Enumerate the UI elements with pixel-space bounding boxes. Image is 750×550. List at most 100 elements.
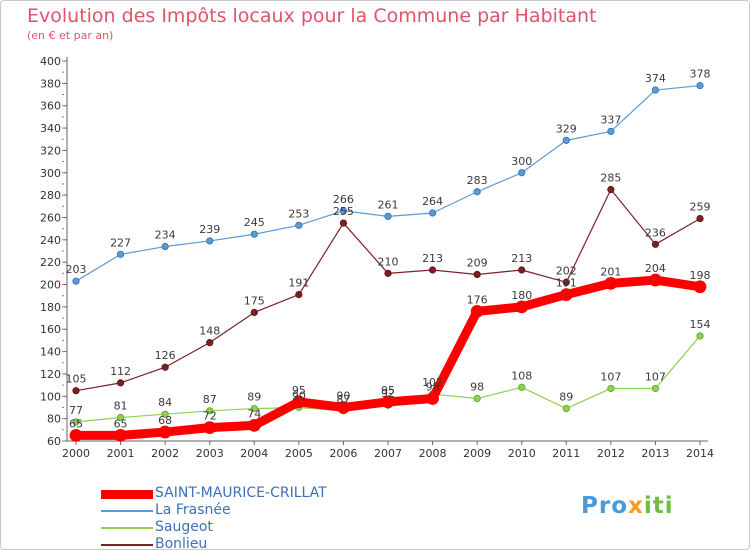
data-point-saugeot (206, 407, 214, 415)
data-point-saint-maurice-crillat (69, 429, 83, 442)
data-point-saint-maurice-crillat (158, 425, 172, 439)
data-label-saugeot: 89 (559, 391, 573, 404)
data-point-la-frasn-e (206, 237, 214, 245)
data-point-saugeot (161, 410, 169, 418)
data-label-bonlieu: 202 (556, 264, 577, 277)
data-point-bonlieu (651, 240, 660, 248)
x-tick-label: 2012 (597, 447, 625, 460)
data-label-la-frasn-e: 261 (378, 198, 399, 211)
chart-subtitle: (en € et par an) (27, 29, 114, 42)
data-point-bonlieu (384, 269, 392, 277)
data-label-saint-maurice-crillat: 201 (600, 265, 621, 278)
data-label-bonlieu: 209 (467, 256, 488, 269)
data-point-bonlieu (339, 219, 348, 227)
data-label-saugeot: 154 (690, 318, 711, 331)
data-label-saugeot: 81 (114, 400, 128, 413)
data-point-saint-maurice-crillat (515, 300, 529, 314)
data-point-saint-maurice-crillat (292, 395, 306, 409)
data-point-la-frasn-e (651, 86, 660, 94)
x-tick-label: 2010 (508, 447, 536, 460)
data-point-la-frasn-e (607, 127, 615, 136)
data-label-bonlieu: 148 (199, 325, 220, 338)
y-tick-label: 100 (40, 390, 61, 403)
x-tick-label: 2008 (419, 447, 447, 460)
data-point-bonlieu (562, 278, 570, 286)
x-tick-label: 2003 (196, 447, 224, 460)
legend-label: La Frasnée (155, 502, 231, 518)
data-label-saugeot: 107 (600, 370, 621, 383)
data-label-saugeot: 89 (247, 391, 261, 404)
data-label-la-frasn-e: 329 (556, 122, 577, 135)
y-tick-label: 320 (40, 144, 61, 157)
data-point-saint-maurice-crillat (381, 395, 395, 409)
proxiti-logo: Proxiti (581, 493, 674, 519)
x-tick-label: 2005 (285, 447, 313, 460)
legend-label: Saugeot (155, 519, 213, 535)
legend-label: Bonlieu (155, 536, 208, 550)
x-tick-label: 2004 (240, 447, 268, 460)
data-point-la-frasn-e (339, 207, 348, 215)
data-label-la-frasn-e: 234 (155, 229, 176, 242)
data-label-la-frasn-e: 264 (422, 195, 443, 208)
data-point-la-frasn-e (72, 277, 80, 285)
data-label-bonlieu: 213 (511, 252, 532, 265)
data-point-la-frasn-e (295, 221, 303, 229)
data-point-bonlieu (518, 266, 526, 274)
data-label-bonlieu: 213 (422, 252, 443, 265)
data-label-bonlieu: 126 (155, 349, 176, 362)
data-label-la-frasn-e: 245 (244, 216, 265, 229)
data-label-saint-maurice-crillat: 68 (158, 414, 172, 427)
x-tick-label: 2006 (329, 447, 357, 460)
legend-swatch (101, 510, 153, 512)
data-point-saint-maurice-crillat (559, 288, 573, 301)
data-point-saugeot (72, 418, 80, 426)
data-label-saugeot: 77 (69, 404, 83, 417)
data-label-saint-maurice-crillat: 65 (114, 417, 128, 430)
data-label-saugeot: 107 (645, 370, 666, 383)
x-tick-label: 2001 (107, 447, 135, 460)
data-label-bonlieu: 255 (333, 205, 354, 218)
legend-swatch (101, 527, 153, 529)
y-tick-label: 400 (40, 55, 61, 68)
data-label-saugeot: 102 (422, 376, 443, 389)
data-point-saugeot (473, 394, 481, 403)
data-label-saint-maurice-crillat: 176 (467, 293, 488, 306)
data-point-saugeot (607, 384, 615, 393)
data-point-saugeot (696, 332, 704, 340)
legend-label: SAINT-MAURICE-CRILLAT (155, 485, 327, 501)
x-tick-label: 2000 (62, 447, 90, 460)
data-label-la-frasn-e: 203 (66, 263, 87, 276)
data-point-saint-maurice-crillat (426, 392, 439, 405)
data-label-saint-maurice-crillat: 204 (645, 262, 666, 275)
data-label-bonlieu: 210 (378, 255, 399, 268)
data-label-la-frasn-e: 337 (600, 113, 621, 126)
legend-swatch (101, 489, 153, 499)
x-tick-label: 2014 (686, 447, 714, 460)
data-point-bonlieu (696, 214, 704, 223)
data-point-saint-maurice-crillat (337, 401, 350, 414)
data-point-saugeot (562, 404, 570, 413)
data-point-saint-maurice-crillat (203, 421, 217, 434)
data-label-bonlieu: 191 (288, 277, 309, 290)
data-point-bonlieu (206, 339, 214, 347)
y-tick-label: 300 (40, 167, 61, 180)
data-label-la-frasn-e: 374 (645, 72, 666, 85)
data-label-saint-maurice-crillat: 98 (426, 381, 440, 394)
y-tick-label: 80 (47, 413, 61, 426)
data-point-la-frasn-e (562, 136, 570, 144)
data-label-bonlieu: 259 (690, 201, 711, 214)
data-label-la-frasn-e: 283 (467, 174, 488, 187)
y-tick-label: 60 (47, 435, 61, 448)
data-label-bonlieu: 236 (645, 226, 666, 239)
x-tick-label: 2002 (151, 447, 179, 460)
data-label-saugeot: 87 (336, 393, 350, 406)
data-label-la-frasn-e: 253 (288, 207, 309, 220)
data-label-bonlieu: 112 (110, 365, 131, 378)
data-label-la-frasn-e: 266 (333, 193, 354, 206)
data-point-saint-maurice-crillat (604, 277, 618, 290)
data-point-saint-maurice-crillat (693, 280, 707, 294)
data-point-saint-maurice-crillat (649, 273, 662, 287)
data-point-bonlieu (607, 185, 615, 194)
y-tick-label: 220 (40, 256, 61, 269)
